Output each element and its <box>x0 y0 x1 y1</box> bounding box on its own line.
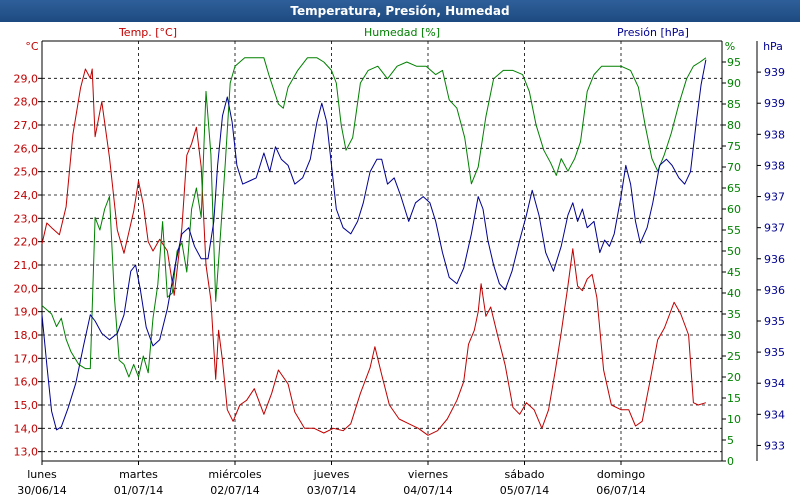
x-axis-ticks: lunes 30/06/14 martes 01/07/14 miércoles 02/0… <box>17 461 646 497</box>
temp-axis-ticks: 13,0 14,0 15,0 16,0 17,0 18,0 19,0 20,0 21,0 22,0… <box>14 72 42 459</box>
temp-tick-label: 18,0 <box>14 329 39 342</box>
hum-series-line <box>41 57 707 378</box>
temp-tick-label: 13,0 <box>14 446 39 459</box>
temp-tick-label: 17,0 <box>14 352 39 365</box>
x-tick-day: miércoles <box>208 468 261 481</box>
pressure-tick-label: 939 <box>764 66 785 79</box>
pressure-tick-label: 937 <box>764 222 785 235</box>
x-tick-day: sábado <box>505 468 545 481</box>
humidity-tick-label: 60 <box>727 203 741 216</box>
x-tick-day: domingo <box>597 468 645 481</box>
temp-series-label: Temp. [°C] <box>118 26 177 39</box>
x-tick-day: viernes <box>408 468 448 481</box>
temp-tick-label: 24,0 <box>14 189 39 202</box>
temp-tick-label: 23,0 <box>14 212 39 225</box>
temp-unit-label: °C <box>25 40 39 53</box>
x-tick-date: 01/07/14 <box>114 484 163 497</box>
pressure-series-label: Presión [hPa] <box>617 26 689 39</box>
humidity-tick-label: 85 <box>727 98 741 111</box>
temp-tick-label: 22,0 <box>14 236 39 249</box>
pressure-axis-ticks: 933 934 934 935 935 936 936 937 937 938 938 939 939 <box>756 41 785 461</box>
pressure-tick-label: 935 <box>764 346 785 359</box>
weather-chart: 13,0 14,0 15,0 16,0 17,0 18,0 19,0 20,0 21,0 22,0… <box>14 26 786 497</box>
pressure-tick-label: 936 <box>764 284 785 297</box>
plot-frame <box>41 40 723 462</box>
humidity-tick-label: 0 <box>727 455 734 468</box>
humidity-tick-label: 95 <box>727 56 741 69</box>
x-tick-date: 05/07/14 <box>500 484 549 497</box>
pressure-tick-label: 933 <box>764 439 785 452</box>
chart-grid <box>42 41 722 461</box>
humidity-tick-label: 40 <box>727 287 741 300</box>
humidity-unit-label: % <box>725 40 735 53</box>
humidity-tick-label: 50 <box>727 245 741 258</box>
humidity-tick-label: 65 <box>727 182 741 195</box>
humidity-tick-label: 5 <box>727 434 734 447</box>
temp-tick-label: 19,0 <box>14 306 39 319</box>
pressure-tick-label: 936 <box>764 253 785 266</box>
humidity-tick-label: 15 <box>727 392 741 405</box>
pressure-tick-label: 935 <box>764 315 785 328</box>
pressure-unit-label: hPa <box>763 40 783 53</box>
humidity-tick-label: 35 <box>727 308 741 321</box>
x-tick-date: 04/07/14 <box>403 484 452 497</box>
temp-tick-label: 28,0 <box>14 96 39 109</box>
x-tick-date: 30/06/14 <box>17 484 66 497</box>
temp-tick-label: 26,0 <box>14 142 39 155</box>
humidity-tick-label: 20 <box>727 371 741 384</box>
x-tick-day: jueves <box>313 468 350 481</box>
temp-tick-label: 27,0 <box>14 119 39 132</box>
pressure-tick-label: 934 <box>764 377 785 390</box>
temp-tick-label: 16,0 <box>14 376 39 389</box>
temp-series-line <box>41 68 707 436</box>
temp-tick-label: 25,0 <box>14 166 39 179</box>
humidity-tick-label: 30 <box>727 329 741 342</box>
humidity-tick-label: 10 <box>727 413 741 426</box>
series-lines <box>41 57 707 436</box>
humidity-tick-label: 80 <box>727 119 741 132</box>
humidity-axis-ticks: 0 5 10 15 20 25 30 35 40 45 50 55 60 65 70 75 80 85 90 95 <box>722 56 741 468</box>
temp-tick-label: 14,0 <box>14 422 39 435</box>
pressure-tick-label: 938 <box>764 159 785 172</box>
humidity-tick-label: 55 <box>727 224 741 237</box>
temp-tick-label: 20,0 <box>14 282 39 295</box>
humidity-tick-label: 45 <box>727 266 741 279</box>
pressure-tick-label: 934 <box>764 408 785 421</box>
pressure-tick-label: 939 <box>764 97 785 110</box>
humidity-tick-label: 90 <box>727 77 741 90</box>
humidity-series-label: Humedad [%] <box>364 26 440 39</box>
humidity-tick-label: 70 <box>727 161 741 174</box>
humidity-tick-label: 25 <box>727 350 741 363</box>
chart-title: Temperatura, Presión, Humedad <box>0 0 800 22</box>
temp-tick-label: 29,0 <box>14 72 39 85</box>
pres-series-line <box>41 59 707 431</box>
humidity-tick-label: 75 <box>727 140 741 153</box>
pressure-tick-label: 938 <box>764 128 785 141</box>
x-tick-date: 03/07/14 <box>307 484 356 497</box>
temp-tick-label: 15,0 <box>14 399 39 412</box>
pressure-tick-label: 937 <box>764 191 785 204</box>
x-tick-day: lunes <box>27 468 57 481</box>
temp-tick-label: 21,0 <box>14 259 39 272</box>
x-tick-day: martes <box>119 468 158 481</box>
x-tick-date: 06/07/14 <box>596 484 645 497</box>
x-tick-date: 02/07/14 <box>210 484 259 497</box>
